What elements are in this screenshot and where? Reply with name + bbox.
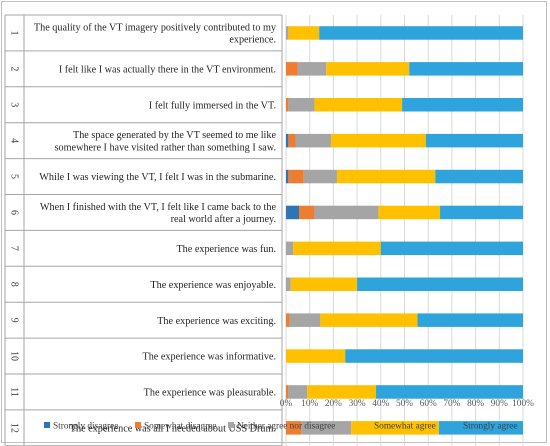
legend-swatch: [228, 422, 234, 428]
legend-swatch: [135, 422, 141, 428]
legend-swatch: [44, 422, 50, 428]
legend-swatch: [454, 422, 460, 428]
x-tick-label: 40%: [372, 399, 389, 409]
question-label: The experience was all I needed about US…: [70, 423, 276, 434]
question-label: The space generated by the VT seemed to …: [73, 130, 276, 141]
bar-segment: [299, 205, 315, 220]
bar-segment: [303, 169, 337, 184]
question-number: 10: [9, 351, 20, 361]
legend-label: Somewhat disagree: [144, 422, 217, 432]
bar-segment: [288, 26, 320, 40]
x-tick-label: 80%: [467, 399, 484, 409]
question-label: The experience was enjoyable.: [150, 280, 276, 291]
legend-label: Somewhat agree: [374, 422, 436, 432]
bar-segment: [376, 385, 523, 399]
bar-segment: [331, 133, 426, 148]
bar-segment: [286, 313, 290, 327]
bar-segment: [286, 277, 291, 291]
bar-segment: [286, 205, 300, 220]
x-tick-label: 0%: [280, 399, 293, 409]
x-tick-label: 10%: [301, 399, 318, 409]
bar-segment: [297, 62, 327, 76]
bar-segment: [351, 421, 439, 435]
question-number: 1: [9, 30, 20, 35]
legend-label: Strongly disagree: [53, 422, 118, 432]
bar-segment: [288, 133, 296, 148]
x-tick-label: 30%: [349, 399, 366, 409]
bar-segment: [409, 62, 523, 76]
question-label: somewhere I have visited rather than som…: [55, 142, 276, 153]
x-tick-label: 70%: [443, 399, 460, 409]
legend-label: Strongly agree: [463, 422, 517, 432]
bar-segment: [288, 385, 308, 399]
bar-segment: [286, 62, 298, 76]
x-tick-label: 100%: [512, 399, 534, 409]
question-number: 5: [9, 174, 20, 179]
bar-segment: [319, 26, 523, 40]
bar-segment: [326, 62, 410, 76]
question-label: When I finished with the VT, I felt like…: [40, 202, 277, 213]
bar-segment: [307, 385, 377, 399]
bar-segment: [336, 169, 436, 184]
bar-segment: [345, 349, 523, 363]
bar-segment: [425, 133, 523, 148]
bar-segment: [417, 313, 523, 327]
bar-segment: [357, 277, 523, 291]
question-number: 3: [9, 102, 20, 107]
question-label: The experience was fun.: [176, 244, 276, 255]
question-label: The experience was exciting.: [157, 316, 276, 327]
question-label: experience.: [229, 35, 276, 46]
question-label: The experience was informative.: [142, 352, 276, 363]
bar-segment: [320, 313, 418, 327]
bar-segment: [286, 169, 289, 184]
bar-segment: [402, 98, 523, 112]
bar-segment: [286, 349, 346, 363]
bar-segment: [314, 98, 403, 112]
x-tick-label: 50%: [396, 399, 413, 409]
bar-segment: [440, 205, 523, 220]
bar-segment: [286, 241, 294, 256]
question-label: The quality of the VT imagery positively…: [34, 22, 277, 33]
x-tick-label: 20%: [325, 399, 342, 409]
bar-segment: [295, 133, 332, 148]
question-number: 11: [9, 387, 20, 397]
bar-segment: [286, 421, 302, 435]
bar-segment: [435, 169, 523, 184]
x-tick-label: 60%: [420, 399, 437, 409]
question-number: 6: [9, 210, 20, 215]
question-number: 2: [9, 66, 20, 71]
x-tick-label: 90%: [491, 399, 508, 409]
bar-segment: [301, 421, 352, 435]
question-label: I felt fully immersed in the VT.: [149, 100, 276, 111]
bar-segment: [286, 133, 289, 148]
question-number: 4: [9, 138, 20, 143]
bar-segment: [293, 241, 381, 256]
question-label: I felt like I was actually there in the …: [59, 64, 276, 75]
question-number: 7: [9, 246, 20, 251]
bar-segment: [378, 205, 441, 220]
bar-segment: [290, 277, 358, 291]
bar-segment: [288, 98, 315, 112]
question-label: The experience was pleasurable.: [144, 388, 276, 399]
bar-segment: [286, 26, 289, 40]
bar-segment: [286, 385, 289, 399]
question-number: 12: [9, 423, 20, 433]
bar-segment: [288, 169, 304, 184]
bar-segment: [314, 205, 379, 220]
legend-swatch: [365, 422, 371, 428]
question-label: real world after a journey.: [171, 214, 276, 225]
bar-segment: [289, 313, 321, 327]
question-number: 9: [9, 318, 20, 323]
bar-segment: [286, 98, 289, 112]
bar-segment: [380, 241, 523, 256]
question-number: 8: [9, 282, 20, 287]
question-label: While I was viewing the VT, I felt I was…: [39, 172, 276, 183]
legend-label: Neither agree nor disagree: [237, 422, 335, 432]
